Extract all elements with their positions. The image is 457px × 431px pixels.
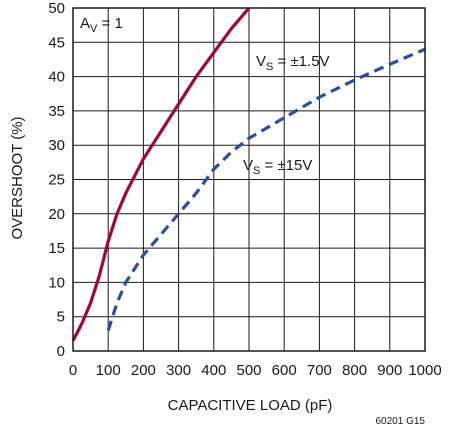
y-tick-label: 45 [48,34,65,51]
tick-labels: 0 100 200 300 400 500 600 700 800 900 1000 0 5 10 15 20… [48,0,441,379]
x-tick-label: 900 [377,362,402,379]
y-tick-label: 0 [57,343,65,360]
y-tick-label: 20 [48,206,65,223]
grid [72,7,426,352]
y-tick-label: 30 [48,137,65,154]
x-tick-label: 1000 [408,362,441,379]
x-tick-label: 600 [272,362,297,379]
y-axis-title: OVERSHOOT (%) [9,116,26,239]
x-tick-label: 100 [96,362,121,379]
series1-annotation: VS = ±1.5V [256,53,330,73]
gain-annotation: AV = 1 [80,15,123,35]
plot-frame [72,7,426,352]
series2-annotation: VS = ±15V [243,157,312,177]
y-tick-label: 50 [48,0,65,17]
x-tick-label: 300 [166,362,191,379]
y-tick-label: 5 [57,309,65,326]
x-tick-label: 0 [69,362,77,379]
x-tick-label: 500 [236,362,261,379]
figure-id: 60201 G15 [376,416,426,427]
series-group [71,6,426,342]
x-tick-label: 800 [342,362,367,379]
series-line-2 [106,47,426,331]
x-axis-title: CAPACITIVE LOAD (pF) [168,397,333,414]
y-tick-label: 40 [48,69,65,86]
x-tick-label: 400 [201,362,226,379]
y-tick-label: 10 [48,274,65,291]
x-tick-label: 200 [131,362,156,379]
series-line-1 [71,6,251,342]
x-tick-label: 700 [307,362,332,379]
y-tick-label: 25 [48,172,65,189]
y-tick-label: 35 [48,103,65,120]
y-tick-label: 15 [48,240,65,257]
